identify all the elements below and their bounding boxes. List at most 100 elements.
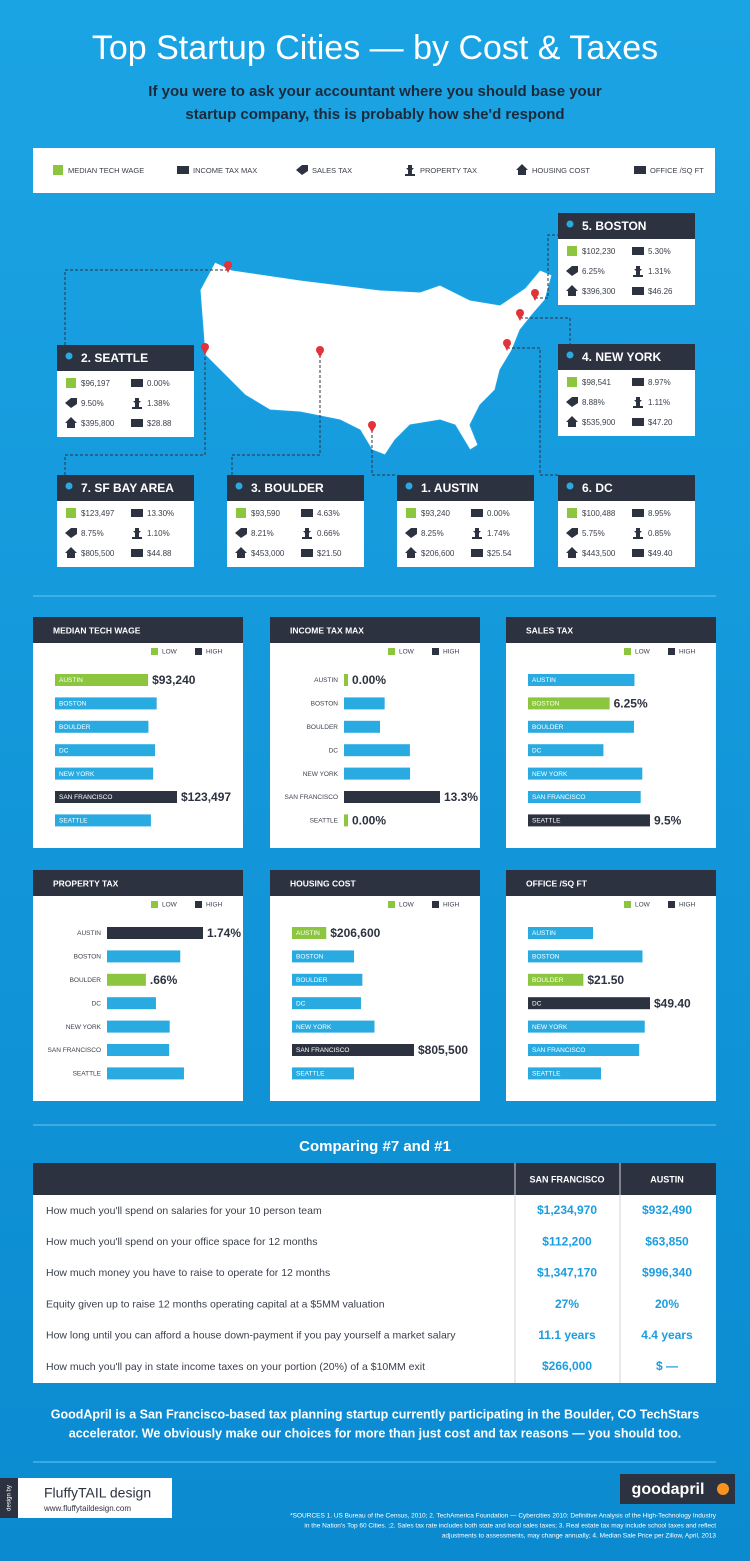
bar — [528, 997, 650, 1010]
icon — [566, 547, 578, 558]
legend-label: HIGH — [206, 649, 223, 656]
card-body — [57, 501, 194, 567]
connector — [535, 234, 558, 299]
icon — [405, 165, 415, 176]
legend-label: PROPERTY TAX — [420, 166, 477, 175]
bar — [107, 1067, 184, 1080]
brand-logo — [717, 1483, 729, 1495]
icon — [632, 509, 644, 517]
legend-label: HIGH — [679, 902, 696, 909]
bar — [344, 767, 411, 780]
value-label: 6.25% — [614, 697, 648, 711]
bar — [528, 1067, 601, 1080]
bar-category: AUSTIN — [77, 930, 101, 937]
bar-category: BOSTON — [74, 954, 102, 961]
card-header — [57, 345, 194, 371]
bar-category: NEW YORK — [532, 771, 568, 778]
bar-category: SAN FRANCISCO — [59, 794, 112, 801]
subtitle: startup company, this is probably how sh… — [185, 106, 564, 123]
bar — [528, 1020, 645, 1033]
card-value: $28.88 — [147, 419, 172, 428]
row-value: $266,000 — [542, 1359, 592, 1373]
icon — [567, 246, 577, 256]
card-value: $396,300 — [582, 287, 616, 296]
icon — [471, 549, 483, 557]
card-pin — [566, 351, 574, 359]
bar-category: AUSTIN — [532, 677, 556, 684]
card-value: 1.74% — [487, 529, 510, 538]
bar — [107, 997, 156, 1010]
bar — [344, 674, 348, 686]
icon — [65, 547, 77, 558]
card-pin — [65, 352, 73, 360]
card-value: 0.85% — [648, 529, 671, 538]
icon — [132, 398, 142, 409]
card-header — [57, 475, 194, 501]
icon — [472, 528, 482, 539]
card-title: 7. SF BAY AREA — [81, 481, 174, 495]
card-title: 6. DC — [582, 481, 613, 495]
card-value: $805,500 — [81, 549, 115, 558]
legend-label: HOUSING COST — [532, 166, 590, 175]
column-header: SAN FRANCISCO — [529, 1174, 604, 1184]
subtitle: If you were to ask your accountant where… — [148, 83, 602, 100]
row-question: How much money you have to raise to oper… — [46, 1267, 330, 1279]
icon — [301, 549, 313, 557]
bar — [292, 973, 363, 986]
bar-category: DC — [59, 747, 69, 754]
bar — [528, 814, 650, 827]
row-question: How much you'll spend on your office spa… — [46, 1236, 317, 1248]
chart-title: PROPERTY TAX — [53, 878, 119, 888]
icon — [65, 528, 77, 538]
brand: goodapril — [632, 1481, 705, 1498]
bar — [107, 1044, 170, 1056]
bar-category: BOULDER — [70, 977, 102, 984]
legend-label: HIGH — [443, 649, 460, 656]
footer-text: GoodApril is a San Francisco-based tax p… — [51, 1407, 700, 1421]
bar-category: NEW YORK — [66, 1024, 102, 1031]
row-value: $63,850 — [645, 1234, 689, 1248]
map-pin — [517, 315, 523, 321]
connector — [371, 430, 397, 476]
card-value: $395,800 — [81, 419, 115, 428]
bar — [107, 927, 203, 939]
bar-category: NEW YORK — [296, 1024, 332, 1031]
legend-label: LOW — [399, 902, 415, 909]
bar-category: BOSTON — [59, 701, 87, 708]
table-bg — [33, 1163, 716, 1383]
icon — [566, 266, 578, 276]
chart-header — [270, 870, 480, 896]
bar-category: SEATTLE — [532, 818, 561, 825]
bar — [55, 791, 177, 803]
bar-category: SEATTLE — [532, 1071, 561, 1078]
card-value: 8.75% — [81, 529, 104, 538]
designer-url: www.fluffytaildesign.com — [43, 1504, 131, 1513]
bar — [344, 744, 410, 757]
bar — [528, 697, 610, 710]
value-label: 1.74% — [207, 926, 241, 940]
row-value: $1,347,170 — [537, 1266, 597, 1280]
connector — [520, 317, 571, 344]
bar-category: DC — [532, 747, 542, 754]
bar-category: AUSTIN — [532, 930, 556, 937]
bar-category: SEATTLE — [73, 1071, 102, 1078]
row-value: $932,490 — [642, 1203, 692, 1217]
card-value: $46.26 — [648, 287, 673, 296]
bar-category: BOULDER — [307, 724, 339, 731]
card-value: 5.30% — [648, 247, 671, 256]
bar — [292, 1067, 354, 1080]
bar-category: SEATTLE — [296, 1071, 325, 1078]
legend-swatch — [151, 648, 158, 655]
bar-category: NEW YORK — [303, 771, 339, 778]
card-value: $47.20 — [648, 418, 673, 427]
bar — [292, 950, 355, 963]
legend-label: LOW — [162, 649, 178, 656]
bar-category: BOULDER — [532, 977, 564, 984]
legend-swatch — [432, 901, 439, 908]
card-pin — [65, 482, 73, 490]
legend-swatch — [668, 901, 675, 908]
card-value: 8.21% — [251, 529, 274, 538]
row-question: How much you'll spend on salaries for yo… — [46, 1205, 322, 1217]
sources: adjustments to assessments, may change a… — [442, 1533, 717, 1540]
